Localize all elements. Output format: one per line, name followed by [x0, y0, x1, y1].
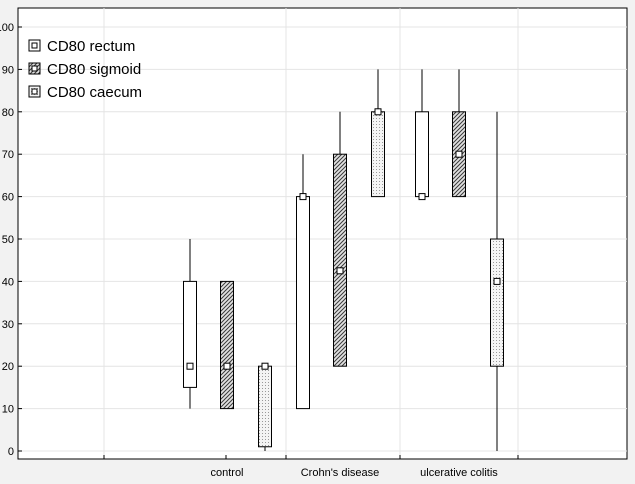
x-category-label: Crohn's disease: [301, 467, 380, 479]
median-marker: [374, 108, 382, 116]
legend-marker: [31, 65, 38, 72]
y-tick-label: 100: [0, 22, 14, 34]
box-body: [183, 280, 197, 388]
legend-label: CD80 caecum: [47, 84, 142, 101]
box-2-1: [220, 280, 234, 410]
y-tick-label: 90: [2, 64, 14, 76]
box-3-1: [258, 362, 272, 451]
box-1-2: [296, 154, 310, 410]
legend-label: CD80 sigmoid: [47, 61, 141, 78]
y-tick-label: 40: [2, 276, 14, 288]
gridlines: [18, 8, 627, 459]
legend: CD80 rectum CD80 sigmoid CD80 caecum: [28, 38, 142, 101]
y-tick-label: 50: [2, 234, 14, 246]
box-1-3: [415, 69, 429, 201]
boxes: [183, 69, 504, 451]
y-tick-label: 80: [2, 107, 14, 119]
y-tick-label: 30: [2, 319, 14, 331]
x-category-label: control: [210, 467, 243, 479]
median-marker: [493, 277, 501, 285]
median-marker: [186, 362, 194, 370]
legend-marker: [31, 88, 38, 95]
median-marker: [299, 193, 307, 201]
y-tick-label: 20: [2, 361, 14, 373]
box-3-3: [490, 111, 504, 451]
box-body: [220, 280, 234, 410]
y-tick-label: 60: [2, 192, 14, 204]
median-marker: [261, 362, 269, 370]
box-body: [296, 196, 310, 410]
box-body: [333, 153, 347, 367]
box-2-3: [452, 69, 466, 198]
legend-marker: [31, 42, 38, 49]
plot-area: [17, 7, 628, 460]
box-1-1: [183, 239, 197, 409]
median-marker: [418, 193, 426, 201]
box-3-2: [371, 69, 385, 198]
y-tick-label: 70: [2, 149, 14, 161]
legend-label: CD80 rectum: [47, 38, 135, 55]
median-marker: [223, 362, 231, 370]
median-marker: [336, 267, 344, 275]
box-2-2: [333, 111, 347, 367]
box-body: [258, 365, 272, 448]
median-marker: [455, 150, 463, 158]
box-body: [490, 238, 504, 367]
axes: 0 10 20 30 40 50 60 70 80 90 100 control Crohn's dis…: [0, 22, 519, 479]
box-body: [371, 111, 385, 198]
box-body: [415, 111, 429, 198]
y-tick-label: 0: [8, 446, 14, 458]
x-category-label: ulcerative colitis: [420, 467, 498, 479]
y-tick-label: 10: [2, 404, 14, 416]
